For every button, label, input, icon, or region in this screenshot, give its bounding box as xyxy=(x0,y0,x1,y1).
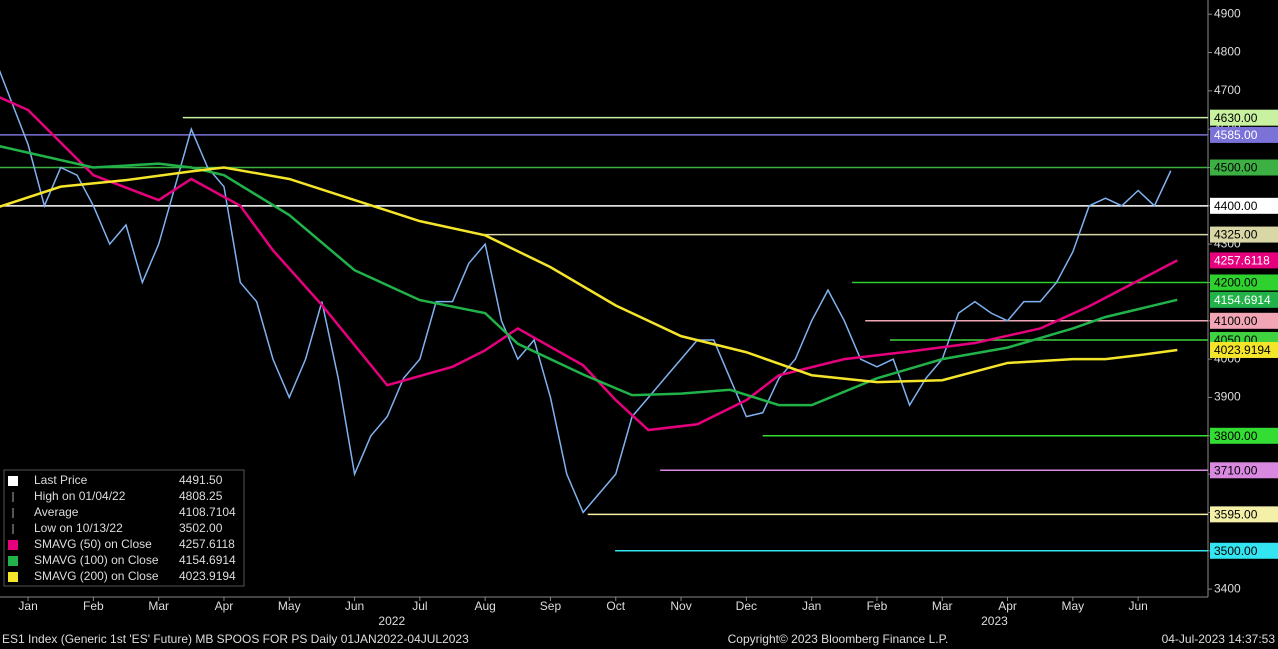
x-tick-label: Jul xyxy=(412,599,427,613)
x-tick-label: Apr xyxy=(998,599,1017,613)
x-tick-label: Jan xyxy=(802,599,821,613)
moving-average xyxy=(0,145,1178,407)
value-box xyxy=(1210,542,1278,559)
value-box-label: 4325.00 xyxy=(1214,228,1258,242)
x-tick-label: Feb xyxy=(867,599,888,613)
plot-area xyxy=(0,69,1208,552)
legend-label: High on 01/04/22 xyxy=(34,489,126,503)
y-tick-label: 4700 xyxy=(1214,83,1241,97)
legend-value: 4491.50 xyxy=(179,473,223,487)
y-tick-label: 4800 xyxy=(1214,45,1241,59)
legend-box xyxy=(3,469,245,587)
legend-swatch xyxy=(8,556,18,566)
x-tick-label: May xyxy=(1061,599,1084,613)
value-box xyxy=(1210,291,1278,308)
legend-value: 4108.7104 xyxy=(179,505,236,519)
value-box-label: 3595.00 xyxy=(1214,508,1258,522)
x-tick-label: Aug xyxy=(474,599,495,613)
legend-label: SMAVG (50) on Close xyxy=(34,537,152,551)
x-tick-label: Apr xyxy=(215,599,234,613)
value-box xyxy=(1210,226,1278,243)
value-box-label: 3500.00 xyxy=(1214,544,1258,558)
value-box-label: 3710.00 xyxy=(1214,463,1258,477)
value-box xyxy=(1210,252,1278,269)
legend-label: SMAVG (200) on Close xyxy=(34,569,159,583)
legend-value: 4808.25 xyxy=(179,489,223,503)
value-box xyxy=(1210,126,1278,143)
value-box xyxy=(1210,506,1278,523)
year-label: 2022 xyxy=(378,614,405,628)
value-box xyxy=(1210,427,1278,444)
x-tick-label: Dec xyxy=(736,599,757,613)
footer-right: 04-Jul-2023 14:37:53 xyxy=(1162,632,1276,646)
value-box xyxy=(1210,312,1278,329)
value-box xyxy=(1210,341,1278,358)
price-line xyxy=(0,69,1172,514)
x-tick-label: Mar xyxy=(932,599,953,613)
legend-swatch xyxy=(8,540,18,550)
x-tick-label: Feb xyxy=(83,599,104,613)
footer-left: ES1 Index (Generic 1st 'ES' Future) MB S… xyxy=(2,632,469,646)
value-box-label: 4023.9194 xyxy=(1214,343,1271,357)
value-box-label: 4100.00 xyxy=(1214,314,1258,328)
y-tick-label: 3400 xyxy=(1214,581,1241,595)
legend-value: 4257.6118 xyxy=(179,537,235,551)
legend-label: SMAVG (100) on Close xyxy=(34,553,159,567)
x-tick-label: Nov xyxy=(670,599,691,613)
value-box-label: 3800.00 xyxy=(1214,429,1258,443)
value-box-label: 4200.00 xyxy=(1214,276,1258,290)
x-tick-label: Jun xyxy=(345,599,364,613)
x-tick-label: Mar xyxy=(148,599,169,613)
value-box xyxy=(1210,197,1278,214)
footer-center: Copyright© 2023 Bloomberg Finance L.P. xyxy=(728,632,949,646)
legend-swatch xyxy=(8,572,18,582)
value-box xyxy=(1210,462,1278,479)
legend-value: 4154.6914 xyxy=(179,553,236,567)
legend-value: 4023.9194 xyxy=(179,569,236,583)
legend-label: Low on 10/13/22 xyxy=(34,521,123,535)
year-label: 2023 xyxy=(981,614,1008,628)
y-tick-label: 4900 xyxy=(1214,6,1241,20)
y-tick-label: 3900 xyxy=(1214,390,1241,404)
value-box-label: 4585.00 xyxy=(1214,128,1258,142)
x-tick-label: Jan xyxy=(18,599,37,613)
value-box-label: 4630.00 xyxy=(1214,111,1258,125)
moving-average xyxy=(0,166,1178,384)
value-box-label: 4257.6118 xyxy=(1214,254,1270,268)
value-box-label: 4400.00 xyxy=(1214,199,1258,213)
value-box-label: 4500.00 xyxy=(1214,161,1258,175)
x-tick-label: Jun xyxy=(1128,599,1147,613)
legend-label: Average xyxy=(34,505,79,519)
x-tick-label: May xyxy=(278,599,301,613)
value-box xyxy=(1210,159,1278,176)
legend-label: Last Price xyxy=(34,473,88,487)
legend-value: 3502.00 xyxy=(179,521,223,535)
x-tick-label: Sep xyxy=(540,599,562,613)
moving-average xyxy=(0,96,1178,432)
value-box xyxy=(1210,109,1278,126)
value-box-label: 4154.6914 xyxy=(1214,293,1271,307)
legend-swatch xyxy=(8,476,18,486)
value-box xyxy=(1210,274,1278,291)
x-tick-label: Oct xyxy=(606,599,625,613)
